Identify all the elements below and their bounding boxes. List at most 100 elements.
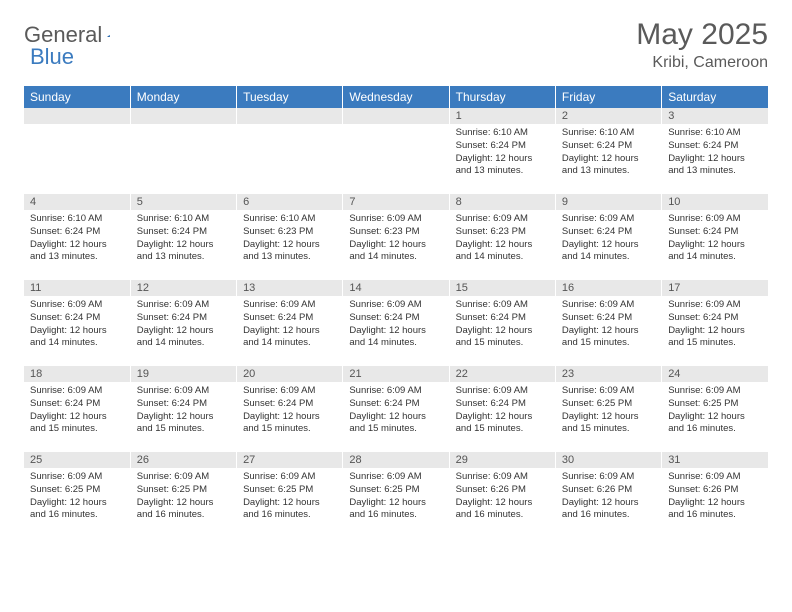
- calendar-week-row: 25Sunrise: 6:09 AMSunset: 6:25 PMDayligh…: [24, 452, 768, 538]
- calendar-cell: 10Sunrise: 6:09 AMSunset: 6:24 PMDayligh…: [662, 194, 768, 280]
- sunrise-text: Sunrise: 6:09 AM: [456, 213, 549, 226]
- day-number: 31: [662, 452, 768, 468]
- day-number: 5: [131, 194, 236, 210]
- day-header: Monday: [130, 86, 236, 108]
- daylight-text: Daylight: 12 hours and 15 minutes.: [562, 411, 655, 437]
- day-number: 6: [237, 194, 342, 210]
- empty-daynum: [237, 108, 342, 124]
- cell-body: Sunrise: 6:09 AMSunset: 6:24 PMDaylight:…: [450, 296, 555, 354]
- sunset-text: Sunset: 6:24 PM: [349, 312, 442, 325]
- sunset-text: Sunset: 6:24 PM: [562, 312, 655, 325]
- sunset-text: Sunset: 6:25 PM: [243, 484, 336, 497]
- sunset-text: Sunset: 6:26 PM: [562, 484, 655, 497]
- cell-body: Sunrise: 6:10 AMSunset: 6:24 PMDaylight:…: [131, 210, 236, 268]
- day-number: 24: [662, 366, 768, 382]
- sunset-text: Sunset: 6:24 PM: [137, 398, 230, 411]
- sunrise-text: Sunrise: 6:09 AM: [137, 299, 230, 312]
- cell-body: Sunrise: 6:09 AMSunset: 6:24 PMDaylight:…: [343, 296, 448, 354]
- calendar-table: Sunday Monday Tuesday Wednesday Thursday…: [24, 86, 768, 538]
- daylight-text: Daylight: 12 hours and 13 minutes.: [243, 239, 336, 265]
- daylight-text: Daylight: 12 hours and 16 minutes.: [243, 497, 336, 523]
- day-number: 16: [556, 280, 661, 296]
- cell-body: Sunrise: 6:09 AMSunset: 6:24 PMDaylight:…: [662, 296, 768, 354]
- day-number: 21: [343, 366, 448, 382]
- calendar-cell: 24Sunrise: 6:09 AMSunset: 6:25 PMDayligh…: [662, 366, 768, 452]
- sunset-text: Sunset: 6:23 PM: [456, 226, 549, 239]
- cell-body: Sunrise: 6:09 AMSunset: 6:24 PMDaylight:…: [24, 296, 130, 354]
- sunset-text: Sunset: 6:26 PM: [668, 484, 762, 497]
- daylight-text: Daylight: 12 hours and 16 minutes.: [137, 497, 230, 523]
- sunrise-text: Sunrise: 6:10 AM: [562, 127, 655, 140]
- calendar-cell: 30Sunrise: 6:09 AMSunset: 6:26 PMDayligh…: [555, 452, 661, 538]
- month-title: May 2025: [636, 18, 768, 52]
- sunrise-text: Sunrise: 6:09 AM: [668, 299, 762, 312]
- daylight-text: Daylight: 12 hours and 15 minutes.: [30, 411, 124, 437]
- calendar-cell: 29Sunrise: 6:09 AMSunset: 6:26 PMDayligh…: [449, 452, 555, 538]
- cell-body: Sunrise: 6:09 AMSunset: 6:24 PMDaylight:…: [237, 296, 342, 354]
- calendar-cell: 6Sunrise: 6:10 AMSunset: 6:23 PMDaylight…: [237, 194, 343, 280]
- daylight-text: Daylight: 12 hours and 16 minutes.: [349, 497, 442, 523]
- day-number: 26: [131, 452, 236, 468]
- calendar-cell: 21Sunrise: 6:09 AMSunset: 6:24 PMDayligh…: [343, 366, 449, 452]
- location-label: Kribi, Cameroon: [636, 54, 768, 72]
- logo-row2: Blue: [30, 44, 74, 70]
- cell-body: Sunrise: 6:10 AMSunset: 6:24 PMDaylight:…: [24, 210, 130, 268]
- logo-triangle-icon: [107, 28, 110, 44]
- daylight-text: Daylight: 12 hours and 13 minutes.: [456, 153, 549, 179]
- cell-body: Sunrise: 6:09 AMSunset: 6:24 PMDaylight:…: [556, 296, 661, 354]
- sunrise-text: Sunrise: 6:09 AM: [30, 471, 124, 484]
- sunset-text: Sunset: 6:24 PM: [30, 398, 124, 411]
- daylight-text: Daylight: 12 hours and 14 minutes.: [456, 239, 549, 265]
- calendar-cell: 7Sunrise: 6:09 AMSunset: 6:23 PMDaylight…: [343, 194, 449, 280]
- sunrise-text: Sunrise: 6:09 AM: [349, 213, 442, 226]
- day-number: 13: [237, 280, 342, 296]
- daylight-text: Daylight: 12 hours and 16 minutes.: [668, 497, 762, 523]
- cell-body: Sunrise: 6:09 AMSunset: 6:25 PMDaylight:…: [662, 382, 768, 440]
- sunset-text: Sunset: 6:24 PM: [30, 226, 124, 239]
- day-number: 2: [556, 108, 661, 124]
- calendar-cell: [24, 108, 130, 194]
- sunset-text: Sunset: 6:24 PM: [456, 312, 549, 325]
- sunset-text: Sunset: 6:25 PM: [562, 398, 655, 411]
- day-number: 19: [131, 366, 236, 382]
- day-number: 27: [237, 452, 342, 468]
- day-number: 12: [131, 280, 236, 296]
- day-header: Sunday: [24, 86, 130, 108]
- daylight-text: Daylight: 12 hours and 14 minutes.: [668, 239, 762, 265]
- sunset-text: Sunset: 6:24 PM: [137, 312, 230, 325]
- day-number: 17: [662, 280, 768, 296]
- calendar-cell: 22Sunrise: 6:09 AMSunset: 6:24 PMDayligh…: [449, 366, 555, 452]
- day-number: 9: [556, 194, 661, 210]
- sunset-text: Sunset: 6:24 PM: [349, 398, 442, 411]
- daylight-text: Daylight: 12 hours and 16 minutes.: [562, 497, 655, 523]
- sunrise-text: Sunrise: 6:09 AM: [137, 471, 230, 484]
- day-number: 7: [343, 194, 448, 210]
- sunrise-text: Sunrise: 6:09 AM: [456, 471, 549, 484]
- calendar-cell: 27Sunrise: 6:09 AMSunset: 6:25 PMDayligh…: [237, 452, 343, 538]
- cell-body: Sunrise: 6:09 AMSunset: 6:25 PMDaylight:…: [343, 468, 448, 526]
- sunrise-text: Sunrise: 6:09 AM: [30, 299, 124, 312]
- calendar-cell: 23Sunrise: 6:09 AMSunset: 6:25 PMDayligh…: [555, 366, 661, 452]
- daylight-text: Daylight: 12 hours and 14 minutes.: [30, 325, 124, 351]
- daylight-text: Daylight: 12 hours and 15 minutes.: [456, 325, 549, 351]
- day-number: 22: [450, 366, 555, 382]
- calendar-cell: 5Sunrise: 6:10 AMSunset: 6:24 PMDaylight…: [130, 194, 236, 280]
- sunrise-text: Sunrise: 6:09 AM: [562, 471, 655, 484]
- calendar-cell: [237, 108, 343, 194]
- sunrise-text: Sunrise: 6:09 AM: [30, 385, 124, 398]
- sunrise-text: Sunrise: 6:09 AM: [668, 385, 762, 398]
- calendar-cell: 31Sunrise: 6:09 AMSunset: 6:26 PMDayligh…: [662, 452, 768, 538]
- sunrise-text: Sunrise: 6:10 AM: [668, 127, 762, 140]
- calendar-cell: 3Sunrise: 6:10 AMSunset: 6:24 PMDaylight…: [662, 108, 768, 194]
- daylight-text: Daylight: 12 hours and 13 minutes.: [668, 153, 762, 179]
- sunrise-text: Sunrise: 6:10 AM: [243, 213, 336, 226]
- cell-body: Sunrise: 6:10 AMSunset: 6:24 PMDaylight:…: [450, 124, 555, 182]
- cell-body: Sunrise: 6:09 AMSunset: 6:23 PMDaylight:…: [450, 210, 555, 268]
- daylight-text: Daylight: 12 hours and 14 minutes.: [562, 239, 655, 265]
- daylight-text: Daylight: 12 hours and 15 minutes.: [668, 325, 762, 351]
- cell-body: Sunrise: 6:09 AMSunset: 6:25 PMDaylight:…: [24, 468, 130, 526]
- sunset-text: Sunset: 6:24 PM: [668, 226, 762, 239]
- sunset-text: Sunset: 6:26 PM: [456, 484, 549, 497]
- daylight-text: Daylight: 12 hours and 13 minutes.: [137, 239, 230, 265]
- sunset-text: Sunset: 6:25 PM: [349, 484, 442, 497]
